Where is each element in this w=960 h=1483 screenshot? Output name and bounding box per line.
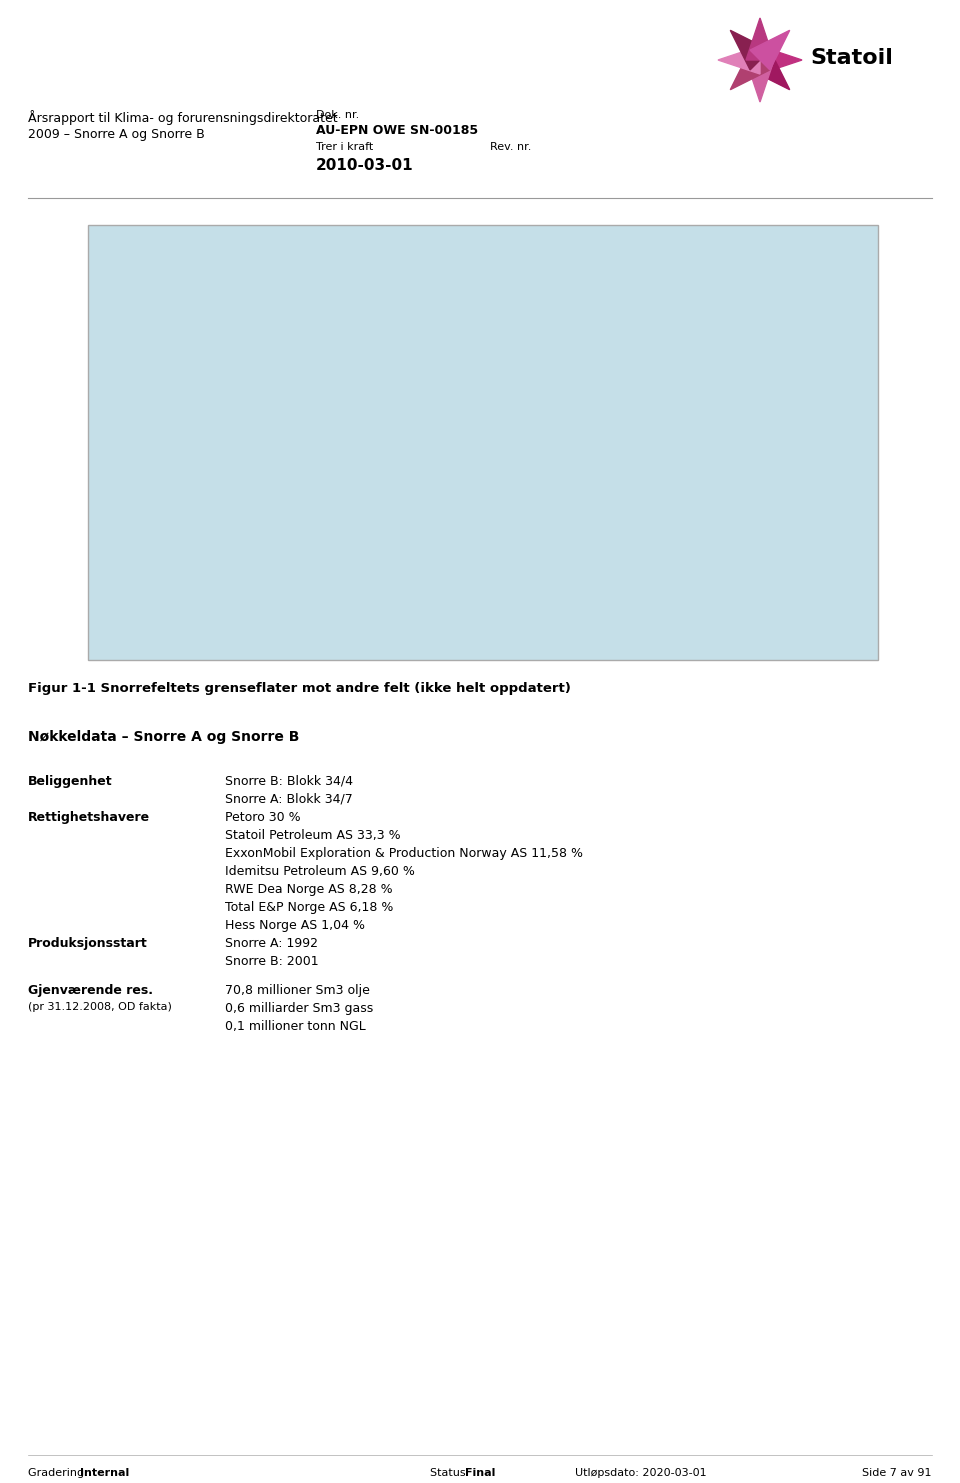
Text: Snorre B: 2001: Snorre B: 2001 (225, 955, 319, 968)
Text: Dok. nr.: Dok. nr. (316, 110, 359, 120)
Text: (pr 31.12.2008, OD fakta): (pr 31.12.2008, OD fakta) (28, 1003, 172, 1011)
Text: Gjenværende res.: Gjenværende res. (28, 983, 153, 997)
FancyBboxPatch shape (88, 225, 878, 660)
Text: Figur 1-1 Snorrefeltets grenseflater mot andre felt (ikke helt oppdatert): Figur 1-1 Snorrefeltets grenseflater mot… (28, 682, 571, 696)
Text: 70,8 millioner Sm3 olje: 70,8 millioner Sm3 olje (225, 983, 370, 997)
Polygon shape (760, 46, 802, 74)
Text: Årsrapport til Klima- og forurensningsdirektoratet: Årsrapport til Klima- og forurensningsdi… (28, 110, 338, 125)
Text: Internal: Internal (80, 1468, 130, 1479)
Polygon shape (746, 59, 774, 102)
Text: Beliggenhet: Beliggenhet (28, 776, 112, 787)
Polygon shape (750, 50, 790, 89)
Text: AU-EPN OWE SN-00185: AU-EPN OWE SN-00185 (316, 125, 478, 136)
Text: Side 7 av 91: Side 7 av 91 (862, 1468, 932, 1479)
Text: Hess Norge AS 1,04 %: Hess Norge AS 1,04 % (225, 919, 365, 931)
Text: Statoil: Statoil (810, 47, 893, 68)
Text: 0,6 milliarder Sm3 gass: 0,6 milliarder Sm3 gass (225, 1003, 373, 1014)
Text: RWE Dea Norge AS 8,28 %: RWE Dea Norge AS 8,28 % (225, 882, 393, 896)
Polygon shape (746, 18, 774, 59)
Text: 2010-03-01: 2010-03-01 (316, 159, 414, 174)
Text: 0,1 millioner tonn NGL: 0,1 millioner tonn NGL (225, 1020, 366, 1032)
Text: Final: Final (465, 1468, 495, 1479)
Polygon shape (718, 46, 760, 74)
Text: Snorre A: Blokk 34/7: Snorre A: Blokk 34/7 (225, 793, 352, 805)
Text: Rev. nr.: Rev. nr. (490, 142, 532, 151)
Text: Trer i kraft: Trer i kraft (316, 142, 373, 151)
Polygon shape (750, 30, 790, 70)
Text: Snorre B: Blokk 34/4: Snorre B: Blokk 34/4 (225, 776, 353, 787)
Text: Produksjonsstart: Produksjonsstart (28, 937, 148, 951)
Polygon shape (731, 30, 770, 70)
Polygon shape (731, 50, 770, 89)
Text: Status:: Status: (430, 1468, 472, 1479)
Text: Statoil Petroleum AS 33,3 %: Statoil Petroleum AS 33,3 % (225, 829, 400, 842)
Text: Rettighetshavere: Rettighetshavere (28, 811, 150, 825)
Text: Total E&P Norge AS 6,18 %: Total E&P Norge AS 6,18 % (225, 902, 394, 914)
Text: Idemitsu Petroleum AS 9,60 %: Idemitsu Petroleum AS 9,60 % (225, 865, 415, 878)
Text: Nøkkeldata – Snorre A og Snorre B: Nøkkeldata – Snorre A og Snorre B (28, 730, 300, 744)
Text: Gradering:: Gradering: (28, 1468, 91, 1479)
Text: Snorre A: 1992: Snorre A: 1992 (225, 937, 318, 951)
Text: 2009 – Snorre A og Snorre B: 2009 – Snorre A og Snorre B (28, 128, 204, 141)
Text: ExxonMobil Exploration & Production Norway AS 11,58 %: ExxonMobil Exploration & Production Norw… (225, 847, 583, 860)
Text: Petoro 30 %: Petoro 30 % (225, 811, 300, 825)
Text: Utløpsdato: 2020-03-01: Utløpsdato: 2020-03-01 (575, 1468, 707, 1479)
